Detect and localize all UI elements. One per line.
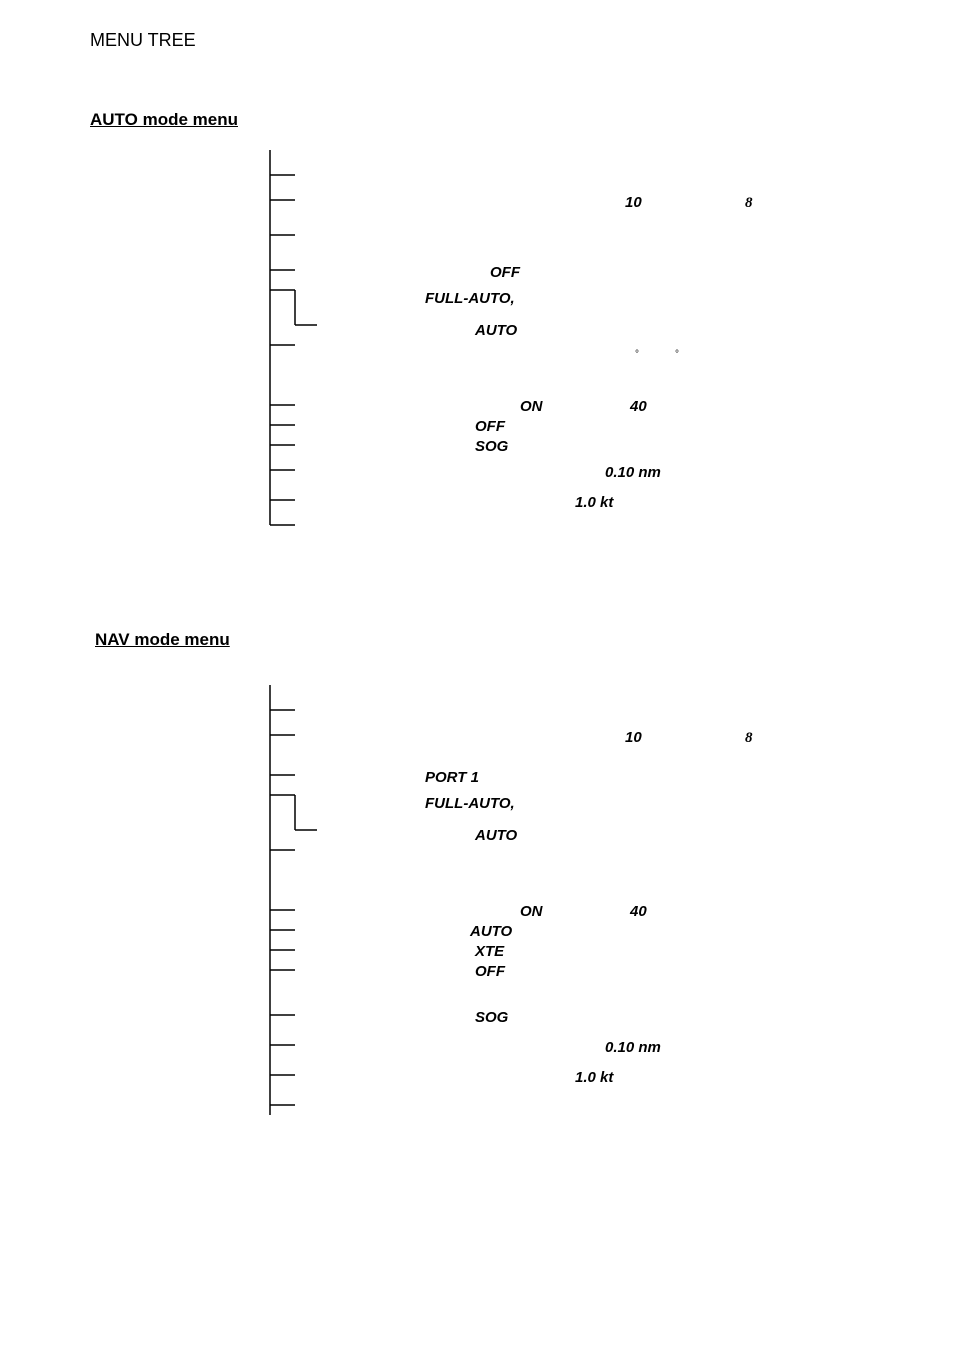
tree-label: AUTO: [470, 923, 512, 941]
tree-label: °: [675, 346, 679, 364]
tree-label: FULL-AUTO,: [425, 290, 515, 308]
section-title-auto: AUTO mode menu: [90, 110, 238, 130]
tree-label: 10: [625, 194, 642, 212]
tree-label: 40: [630, 903, 647, 921]
tree-label: AUTO: [475, 322, 517, 340]
tree-label: PORT 1: [425, 769, 479, 787]
tree-label: ON: [520, 398, 543, 416]
tree-label: °: [635, 346, 639, 364]
tree-label: 0.10 nm: [605, 464, 661, 482]
page-header: MENU TREE: [90, 30, 196, 51]
tree-nav: 10 8 PORT 1 FULL-AUTO, AUTO ON 40 AUTO XTE OFF SOG…: [265, 685, 865, 1130]
tree-lines: [265, 685, 325, 1130]
section-title-nav: NAV mode menu: [95, 630, 230, 650]
tree-label: ON: [520, 903, 543, 921]
tree-label: 8: [745, 729, 753, 747]
tree-label: OFF: [490, 264, 520, 282]
tree-label: 10: [625, 729, 642, 747]
tree-label: 40: [630, 398, 647, 416]
tree-label: 1.0 kt: [575, 1069, 613, 1087]
page: MENU TREE AUTO mode menu 10 8 OFF FULL-AUTO…: [0, 0, 954, 1351]
tree-label: 1.0 kt: [575, 494, 613, 512]
tree-label: 8: [745, 194, 753, 212]
tree-label: OFF: [475, 418, 505, 436]
tree-lines: [265, 150, 325, 540]
tree-label: SOG: [475, 1009, 508, 1027]
tree-label: SOG: [475, 438, 508, 456]
tree-label: OFF: [475, 963, 505, 981]
tree-label: AUTO: [475, 827, 517, 845]
tree-label: FULL-AUTO,: [425, 795, 515, 813]
tree-label: 0.10 nm: [605, 1039, 661, 1057]
tree-auto: 10 8 OFF FULL-AUTO, AUTO ° ° ON 40 OFF SOG 0.10 nm 1…: [265, 150, 865, 540]
tree-label: XTE: [475, 943, 504, 961]
